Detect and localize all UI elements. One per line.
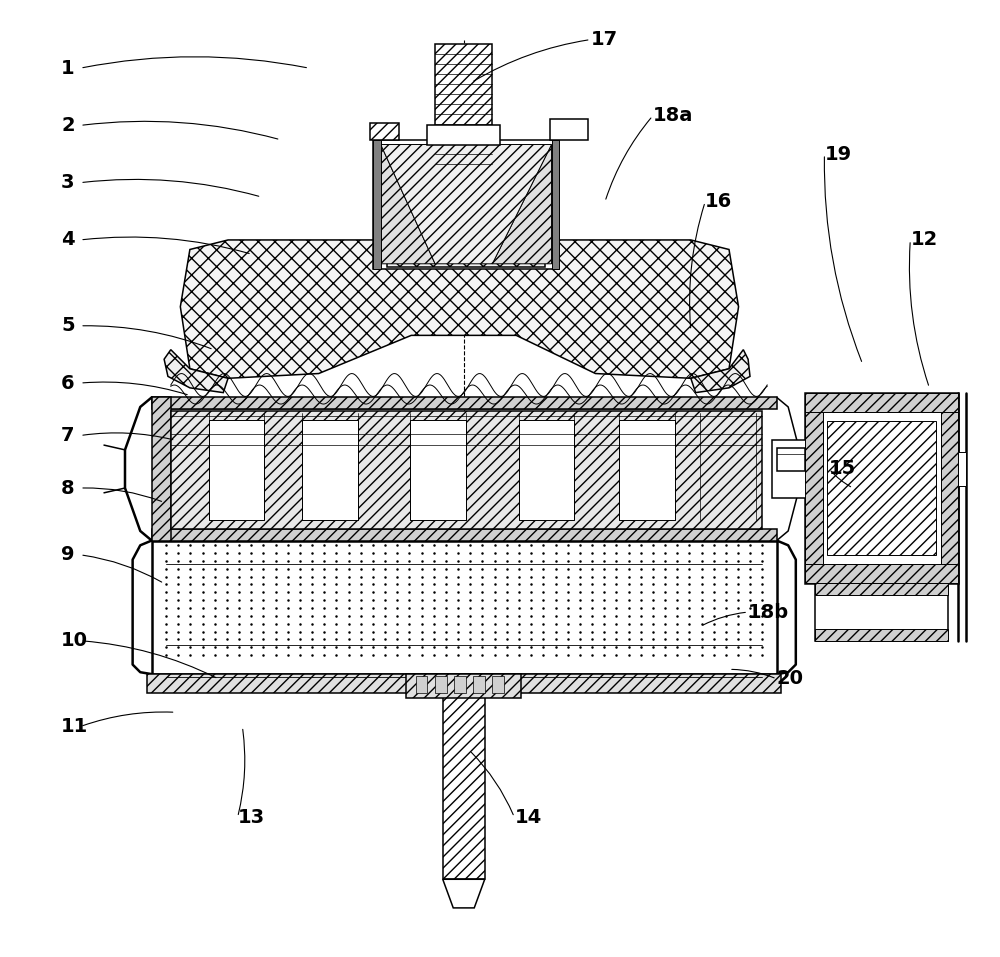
Bar: [805, 565, 958, 584]
Text: 7: 7: [61, 426, 75, 445]
Bar: [152, 397, 171, 541]
Bar: [777, 448, 805, 471]
Polygon shape: [492, 145, 552, 264]
Bar: [171, 411, 762, 529]
Text: 18b: 18b: [748, 603, 789, 622]
Polygon shape: [443, 879, 485, 908]
Bar: [805, 392, 958, 584]
Text: 2: 2: [61, 116, 75, 135]
Bar: [373, 140, 381, 269]
Bar: [492, 676, 504, 693]
Bar: [152, 529, 777, 541]
Bar: [209, 420, 264, 520]
Text: 6: 6: [61, 373, 75, 392]
Polygon shape: [381, 145, 552, 264]
Text: 12: 12: [910, 231, 938, 250]
Polygon shape: [180, 240, 739, 378]
Text: 16: 16: [705, 192, 732, 211]
Text: 10: 10: [61, 632, 88, 650]
Bar: [416, 676, 427, 693]
Text: 20: 20: [777, 669, 804, 688]
Bar: [805, 412, 823, 565]
Text: 11: 11: [61, 717, 88, 736]
Bar: [772, 440, 815, 498]
Bar: [147, 674, 781, 693]
Text: 15: 15: [829, 459, 856, 478]
Bar: [410, 420, 466, 520]
Bar: [823, 412, 941, 565]
Text: 9: 9: [61, 545, 75, 565]
Bar: [370, 122, 399, 140]
Bar: [373, 140, 559, 269]
Bar: [435, 44, 492, 173]
Bar: [302, 420, 358, 520]
Bar: [435, 676, 447, 693]
Bar: [552, 140, 559, 269]
Bar: [519, 420, 574, 520]
Bar: [827, 421, 936, 555]
Bar: [406, 674, 521, 698]
Polygon shape: [381, 145, 435, 264]
Polygon shape: [387, 240, 545, 267]
Text: 3: 3: [61, 173, 75, 192]
Text: 17: 17: [591, 30, 618, 49]
Text: 14: 14: [514, 808, 542, 827]
Bar: [443, 693, 485, 879]
Bar: [152, 397, 777, 409]
Text: 4: 4: [61, 231, 75, 250]
Bar: [805, 392, 958, 412]
Text: 13: 13: [238, 808, 265, 827]
Bar: [815, 584, 948, 595]
Bar: [427, 125, 500, 145]
Polygon shape: [691, 349, 750, 392]
Bar: [815, 630, 948, 641]
Text: 8: 8: [61, 478, 75, 498]
Text: 18a: 18a: [653, 106, 693, 125]
Bar: [550, 119, 588, 140]
Bar: [815, 584, 948, 641]
Polygon shape: [164, 349, 228, 392]
Text: 1: 1: [61, 58, 75, 78]
Bar: [152, 541, 777, 674]
Bar: [941, 412, 958, 565]
Bar: [454, 676, 466, 693]
Bar: [619, 420, 675, 520]
Bar: [473, 676, 485, 693]
Text: 19: 19: [824, 145, 852, 164]
Text: 5: 5: [61, 317, 75, 335]
Bar: [958, 452, 966, 486]
